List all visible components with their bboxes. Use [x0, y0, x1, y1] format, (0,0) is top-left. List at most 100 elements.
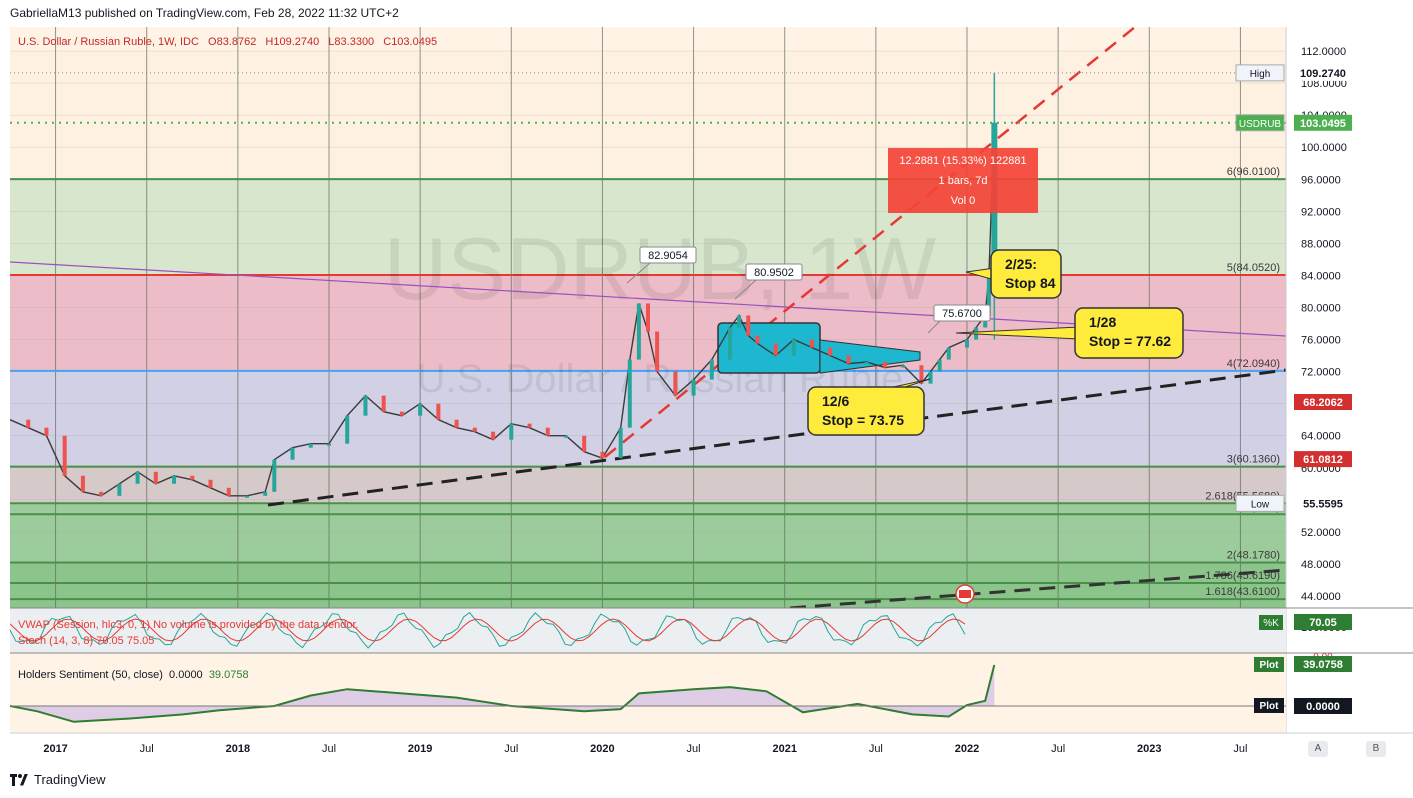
stoch-tag-text: %K [1263, 618, 1279, 629]
price-candle [190, 475, 195, 480]
price-candle [655, 331, 660, 372]
price-candle [418, 403, 423, 416]
sentiment-value-2: 39.0758 [208, 669, 249, 681]
price-label-high: 109.2740 [1294, 64, 1352, 81]
footer: TradingView [10, 772, 106, 787]
price-candle [472, 427, 477, 432]
price-tag-low: Low [1235, 494, 1285, 512]
price-candle [509, 423, 514, 440]
pivot-leader-3 [927, 320, 941, 334]
price-candle [627, 359, 632, 428]
price-candle [272, 459, 277, 492]
vwap-indicator-label[interactable]: VWAP (Session, hlc3, 0, 1) No volume is … [18, 619, 359, 631]
price-tag-symbol-text: USDRUB [1239, 119, 1282, 130]
time-axis-tick: 2021 [772, 743, 796, 755]
price-candle [244, 495, 249, 498]
price-candle [263, 491, 268, 496]
sentiment-tag-1-bg [1254, 657, 1284, 672]
sentiment-indicator-label[interactable]: Holders Sentiment (50, close) 0.0000 39.… [18, 669, 249, 681]
price-candle [646, 303, 650, 332]
price-candle [928, 371, 933, 384]
callout-jan28-bg [1074, 307, 1184, 359]
time-axis-bg [10, 733, 1413, 765]
axis-button-a[interactable]: A [1308, 741, 1328, 757]
callout-dec6-bg [807, 386, 925, 436]
callout-dec6-title: 12/6 [822, 393, 849, 409]
fib-level-label: 1.786(45.6190) [1205, 570, 1280, 582]
time-axis-tick: Jul [322, 743, 336, 755]
price-candle [99, 491, 104, 496]
price-label-current: 103.0495 [1294, 114, 1352, 131]
sentiment-zero-label-bg [1294, 698, 1352, 714]
price-candle [737, 315, 742, 328]
stoch-indicator-label[interactable]: Stoch (14, 3, 8) 70.05 75.05 [18, 635, 155, 647]
sentiment-line [10, 664, 996, 723]
time-axis-tick: Jul [1051, 743, 1065, 755]
stoch-value-label-bg [1294, 614, 1352, 630]
price-label-red-2-bg [1294, 451, 1352, 468]
price-tag-high-bg [1235, 64, 1285, 82]
chart-frame[interactable]: 6(96.0100) 5(84.0520) 4(72.0940) 3(60.1360)… [10, 27, 1413, 765]
annotation-wedge-cyan [819, 339, 921, 374]
time-axis-tick: 2022 [955, 743, 979, 755]
sentiment-zero-label-text: 0.0000 [1306, 701, 1340, 713]
price-axis-tick: 96.0000 [1301, 174, 1341, 186]
time-axis-tick: Jul [687, 743, 701, 755]
time-axis-tick: Jul [869, 743, 883, 755]
price-candle [691, 379, 696, 396]
price-candle [636, 303, 641, 360]
axis-button-b[interactable]: B [1366, 741, 1386, 757]
price-candle [986, 275, 991, 316]
price-candle [791, 339, 796, 356]
price-candle [864, 361, 869, 364]
price-candle [135, 471, 140, 484]
measure-tooltip-line3: Vol 0 [951, 195, 975, 207]
trendline-purple [10, 261, 1287, 337]
pivot-leader-1 [626, 262, 651, 284]
price-candle [153, 471, 158, 484]
price-axis-tick: 112.0000 [1301, 46, 1346, 58]
pivot-label-1: 82.9054 [639, 246, 697, 264]
price-candle [226, 487, 231, 496]
time-axis-tick: 2020 [590, 743, 614, 755]
price-label-red-1-bg [1294, 393, 1352, 410]
price-label-high-bg [1294, 64, 1352, 81]
price-candle [937, 359, 942, 372]
fib-zone [10, 503, 1286, 563]
price-candle [773, 343, 778, 356]
price-candle [755, 335, 760, 344]
price-candle [308, 443, 313, 448]
fib-level-label: 4(72.0940) [1227, 358, 1280, 370]
chart-canvas[interactable]: 6(96.0100) 5(84.0520) 4(72.0940) 3(60.1360)… [10, 27, 1413, 765]
pivot-label-2: 80.9502 [745, 263, 803, 281]
price-axis-tick: 44.0000 [1301, 591, 1341, 603]
pivot-label-3-bg [933, 304, 991, 322]
symbol-close: C103.0495 [383, 36, 438, 48]
price-axis-tick: 108.0000 [1301, 78, 1347, 90]
fib-level-label: 3(60.1360) [1227, 454, 1280, 466]
price-axis-tick: 72.0000 [1301, 367, 1341, 379]
price-tag-low-bg [1235, 494, 1285, 512]
price-candle [399, 411, 404, 416]
stoch-value-label: 70.05 [1294, 614, 1352, 630]
stoch-pane-bg [10, 608, 1286, 653]
callout-feb25-bg [990, 249, 1062, 299]
price-axis-tick: 80.0000 [1301, 302, 1341, 314]
price-candle [919, 365, 924, 384]
price-candle [828, 347, 833, 356]
us-flag-stripes [959, 590, 971, 598]
price-candle [527, 423, 532, 428]
pivot-label-1-bg [639, 246, 697, 264]
fib-zone [10, 466, 1286, 504]
price-candle [117, 483, 122, 496]
symbol-high: H109.2740 [265, 36, 320, 48]
callout-jan28: 1/28 Stop = 77.62 [955, 307, 1184, 359]
price-label-current-bg [1294, 114, 1352, 131]
sentiment-value-label-text: 39.0758 [1303, 659, 1343, 671]
price-candle [810, 339, 815, 348]
pivot-leader-2 [734, 279, 757, 300]
sentiment-name: Holders Sentiment (50, close) [18, 669, 163, 681]
time-axis-tick: 2018 [226, 743, 250, 755]
price-candle [901, 365, 906, 368]
stoch-value-label-text: 70.05 [1309, 617, 1337, 629]
